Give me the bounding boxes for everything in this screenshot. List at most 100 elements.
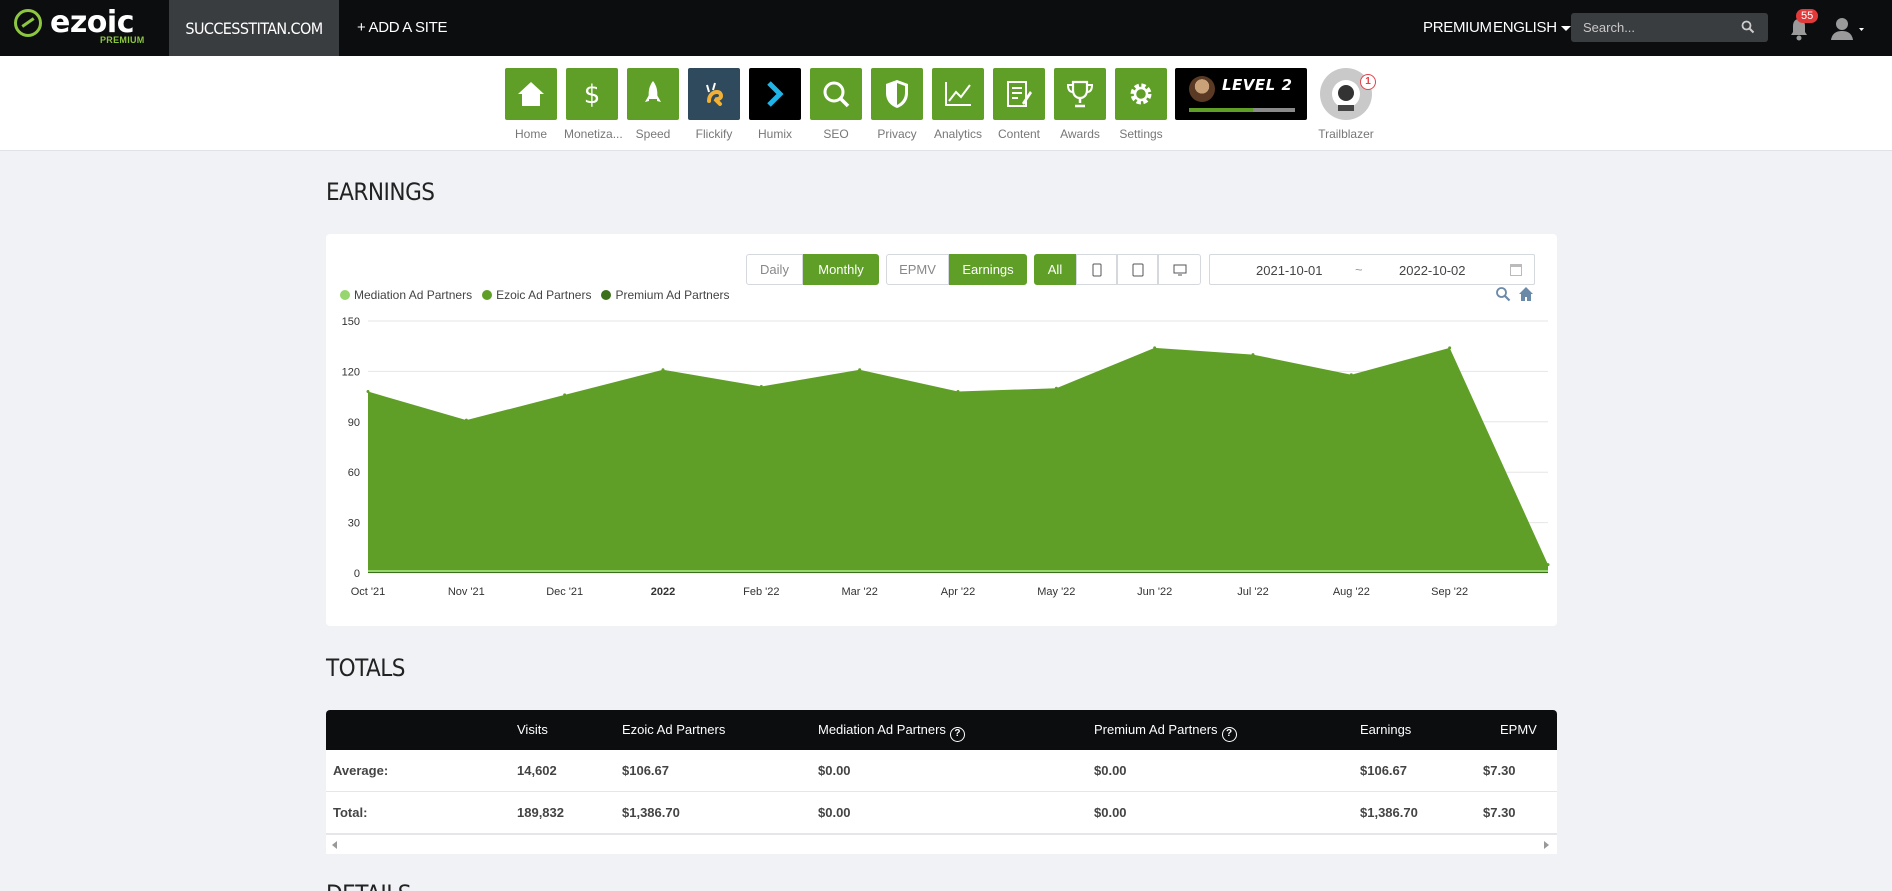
help-icon[interactable]: ?: [949, 727, 965, 742]
data-point: [1546, 563, 1550, 567]
help-icon[interactable]: ?: [1221, 727, 1237, 742]
x-tick-label: Apr '22: [941, 586, 976, 598]
logo-subtitle: PREMIUM: [100, 35, 145, 45]
x-tick-label: Feb '22: [743, 586, 779, 598]
site-selector[interactable]: SUCCESSTITAN.COM: [169, 0, 339, 56]
legend-item[interactable]: Ezoic Ad Partners: [482, 288, 591, 302]
level-badge[interactable]: LEVEL 2: [1175, 68, 1307, 120]
search-icon[interactable]: [1741, 20, 1755, 34]
mobile-icon: [1092, 263, 1101, 276]
chevron-down-icon: [1560, 25, 1571, 31]
date-to: 2022-10-02: [1399, 263, 1466, 278]
device-desktop-button[interactable]: [1158, 254, 1201, 285]
horizontal-scrollbar[interactable]: [326, 834, 1557, 854]
nav-label: Content: [997, 127, 1041, 141]
nav-humix[interactable]: Humix: [747, 68, 803, 141]
row-label: Total:: [333, 805, 368, 820]
x-tick-label: Dec '21: [546, 586, 583, 598]
y-tick-label: 0: [354, 568, 360, 580]
x-tick-label: Jun '22: [1137, 586, 1172, 598]
cell-ezoic: $106.67: [622, 763, 669, 778]
header-earnings: Earnings: [1360, 722, 1412, 737]
header-premium-label: Premium Ad Partners: [1094, 722, 1218, 737]
daily-button[interactable]: Daily: [746, 254, 803, 285]
y-tick-label: 90: [348, 417, 360, 429]
reset-zoom-home-icon[interactable]: [1518, 286, 1534, 302]
earnings-card: Daily Monthly EPMV Earnings All 2021-10-…: [326, 234, 1557, 626]
nav-label: Settings: [1119, 127, 1163, 141]
ezoic-logo[interactable]: ezoic PREMIUM: [14, 5, 164, 47]
flickify-icon: [688, 68, 740, 120]
table-header: Visits Ezoic Ad Partners Mediation Ad Pa…: [326, 710, 1557, 750]
trailblazer-badge[interactable]: 1 Trailblazer: [1316, 68, 1376, 141]
legend-label: Premium Ad Partners: [615, 288, 730, 302]
zoom-icon[interactable]: [1495, 286, 1511, 302]
nav-privacy[interactable]: Privacy: [869, 68, 925, 141]
nav-monetization[interactable]: $ Monetiza...: [564, 68, 623, 141]
nav-analytics[interactable]: Analytics: [930, 68, 986, 141]
nav-flickify[interactable]: Flickify: [686, 68, 742, 141]
series-area-premium-ad-partners: [368, 572, 1548, 573]
nav-label: Privacy: [877, 127, 917, 141]
device-tablet-button[interactable]: [1117, 254, 1158, 285]
bell-icon[interactable]: [1787, 16, 1811, 42]
nav-speed[interactable]: Speed: [625, 68, 681, 141]
gear-icon: [1115, 68, 1167, 120]
device-mobile-button[interactable]: [1076, 254, 1117, 285]
avatar: [1189, 76, 1215, 102]
cell-earnings: $1,386.70: [1360, 805, 1418, 820]
data-point: [1251, 353, 1255, 357]
user-menu-icon[interactable]: [1829, 14, 1869, 44]
premium-link[interactable]: PREMIUM: [1423, 19, 1492, 36]
header-mediation: Mediation Ad Partners?: [818, 722, 965, 742]
epmv-button[interactable]: EPMV: [886, 254, 949, 285]
details-title: DETAILS: [326, 880, 411, 891]
earnings-button[interactable]: Earnings: [949, 254, 1027, 285]
language-dropdown[interactable]: ENGLISH: [1493, 19, 1571, 36]
legend-label: Ezoic Ad Partners: [496, 288, 592, 302]
search-input[interactable]: [1571, 13, 1768, 42]
nav-seo[interactable]: SEO: [808, 68, 864, 141]
header-visits: Visits: [517, 722, 548, 737]
legend-item[interactable]: Mediation Ad Partners: [340, 288, 472, 302]
cell-premium: $0.00: [1094, 805, 1127, 820]
level-progress-fill: [1189, 108, 1253, 112]
x-tick-label: Jul '22: [1237, 586, 1268, 598]
date-range-picker[interactable]: 2021-10-01 ~ 2022-10-02: [1209, 254, 1535, 285]
ezoic-logo-mark: [14, 9, 42, 37]
date-separator: ~: [1355, 262, 1363, 277]
calendar-icon: [1510, 264, 1522, 276]
notification-badge: 55: [1796, 9, 1819, 23]
device-all-button[interactable]: All: [1034, 254, 1076, 285]
nav-home[interactable]: Home: [503, 68, 559, 141]
x-tick-label: 2022: [651, 586, 675, 598]
totals-title: TOTALS: [326, 654, 406, 682]
nav-label: Home: [514, 127, 547, 141]
header-mediation-label: Mediation Ad Partners: [818, 722, 946, 737]
legend-item[interactable]: Premium Ad Partners: [601, 288, 730, 302]
scroll-right-icon[interactable]: [1544, 841, 1549, 849]
table-row: Average: 14,602 $106.67 $0.00 $0.00 $106…: [326, 750, 1557, 792]
nav-label: Flickify: [695, 127, 733, 141]
monthly-button[interactable]: Monthly: [803, 254, 879, 285]
legend-dot: [340, 290, 350, 300]
x-tick-label: Sep '22: [1431, 586, 1468, 598]
y-tick-label: 150: [342, 316, 360, 328]
nav-label: Analytics: [933, 127, 983, 141]
table-row: Total: 189,832 $1,386.70 $0.00 $0.00 $1,…: [326, 792, 1557, 834]
level-progress-bar: [1189, 108, 1295, 112]
home-icon: [505, 68, 557, 120]
nav-awards[interactable]: Awards: [1052, 68, 1108, 141]
trophy-icon: [1054, 68, 1106, 120]
nav-settings[interactable]: Settings: [1113, 68, 1169, 141]
series-area-ezoic-ad-partners: [368, 347, 1548, 573]
y-tick-label: 120: [342, 366, 360, 378]
data-point: [661, 368, 665, 372]
add-site-link[interactable]: + ADD A SITE: [357, 19, 448, 36]
scroll-left-icon[interactable]: [332, 841, 337, 849]
earnings-chart: 0 30 60 90 120 150 Oct '21 Nov '21 Dec '21 2022 Fe…: [342, 316, 1550, 598]
row-label: Average:: [333, 763, 389, 778]
nav-content[interactable]: Content: [991, 68, 1047, 141]
legend-dot: [601, 290, 612, 300]
legend-dot: [482, 290, 493, 300]
